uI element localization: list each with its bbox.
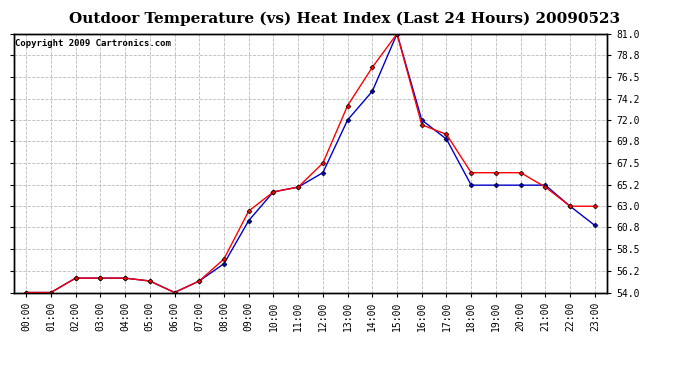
Text: Outdoor Temperature (vs) Heat Index (Last 24 Hours) 20090523: Outdoor Temperature (vs) Heat Index (Las… xyxy=(70,11,620,26)
Text: Copyright 2009 Cartronics.com: Copyright 2009 Cartronics.com xyxy=(15,39,171,48)
